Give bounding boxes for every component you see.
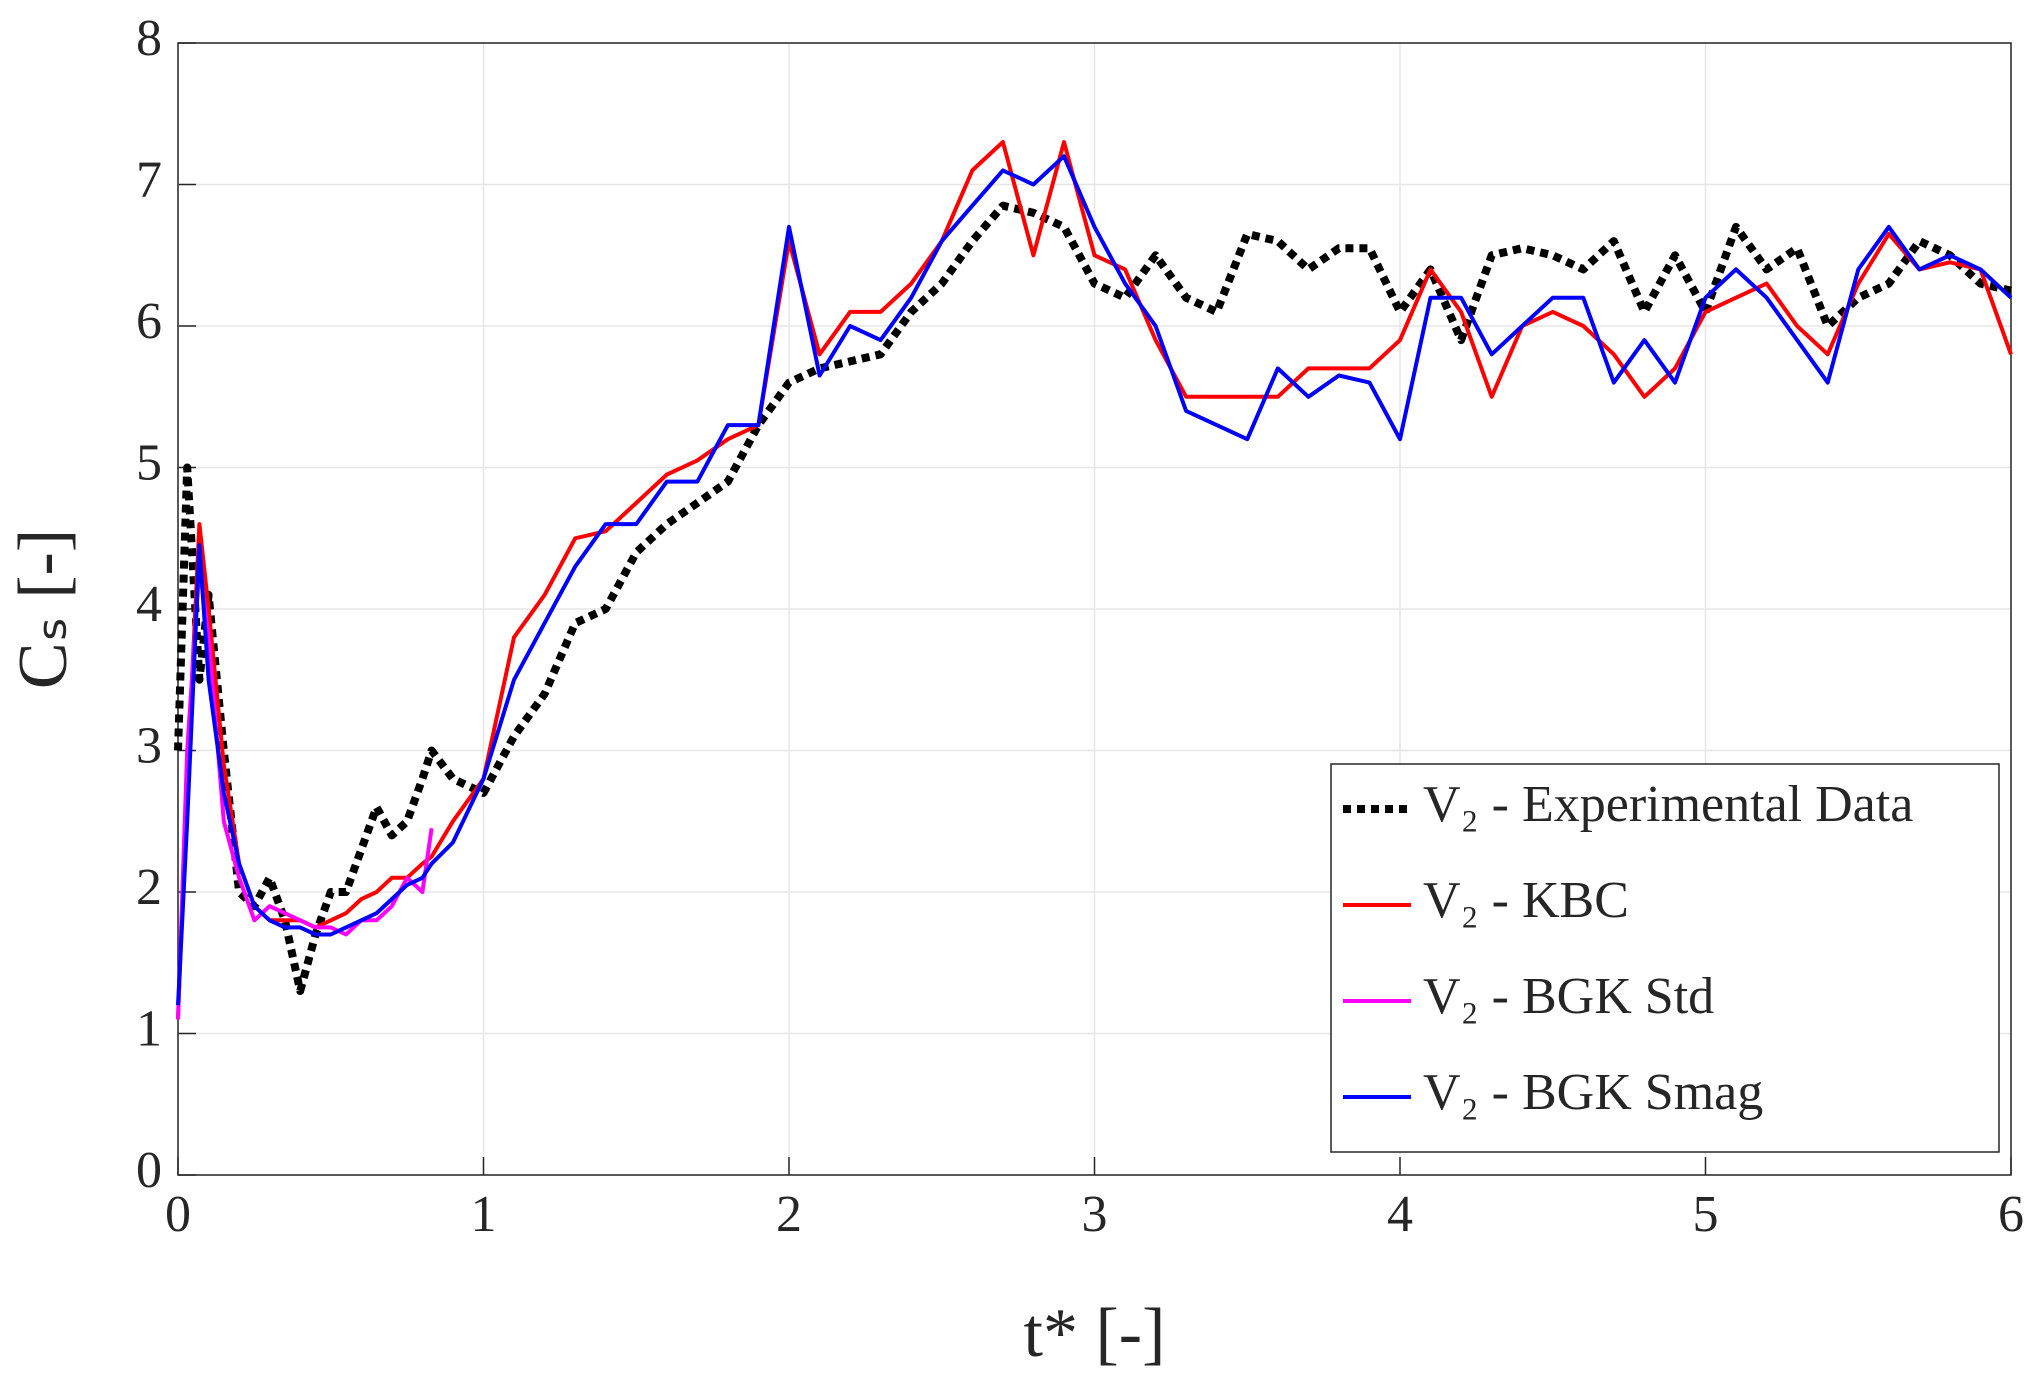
series-line bbox=[174, 201, 2012, 995]
legend-label: V₂ - KBC bbox=[1423, 872, 1629, 929]
x-tick-label: 3 bbox=[1082, 1186, 1108, 1243]
x-tick-label: 4 bbox=[1387, 1186, 1413, 1243]
series-line bbox=[176, 154, 2013, 1006]
y-tick-label: 7 bbox=[136, 151, 162, 208]
legend-label: V₂ - BGK Smag bbox=[1423, 1064, 1763, 1121]
y-tick-label: 2 bbox=[136, 859, 162, 916]
x-tick-label: 5 bbox=[1693, 1186, 1719, 1243]
y-tick-label: 0 bbox=[136, 1142, 162, 1199]
y-tick-label: 4 bbox=[136, 576, 162, 633]
y-axis-label: Cₛ [-] bbox=[5, 529, 82, 689]
y-tick-label: 8 bbox=[136, 10, 162, 67]
plot-frame bbox=[177, 42, 2012, 1176]
y-tick-label: 1 bbox=[136, 1000, 162, 1057]
legend-label: V₂ - Experimental Data bbox=[1423, 776, 1913, 833]
x-axis-label: t* [-] bbox=[1024, 1295, 1166, 1372]
x-tick-label: 2 bbox=[776, 1186, 802, 1243]
series-line bbox=[176, 564, 434, 1020]
y-tick-label: 6 bbox=[136, 293, 162, 350]
x-tick-label: 0 bbox=[165, 1186, 191, 1243]
x-tick-label: 6 bbox=[1998, 1186, 2024, 1243]
y-tick-label: 5 bbox=[136, 434, 162, 491]
x-tick-label: 1 bbox=[471, 1186, 497, 1243]
y-tick-label: 3 bbox=[136, 717, 162, 774]
legend-label: V₂ - BGK Std bbox=[1423, 968, 1714, 1025]
legend-box bbox=[1330, 763, 2000, 1153]
